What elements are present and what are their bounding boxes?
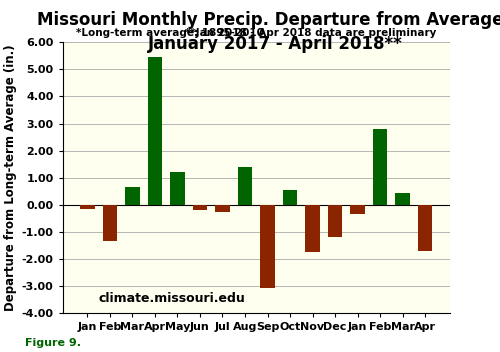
Bar (102, 205, 118, 241)
Bar (305, 205, 320, 252)
Text: **Jan 2018 - Apr 2018 data are preliminary: **Jan 2018 - Apr 2018 data are prelimina… (185, 28, 436, 38)
Bar (328, 205, 342, 237)
Bar (260, 205, 275, 288)
Bar (192, 205, 208, 210)
Bar (372, 129, 388, 205)
Bar (170, 172, 185, 205)
Bar (148, 57, 162, 205)
Text: Figure 9.: Figure 9. (25, 339, 81, 348)
Bar (418, 205, 432, 251)
Bar (80, 205, 94, 209)
Bar (238, 167, 252, 205)
Bar (125, 187, 140, 205)
Bar (395, 193, 410, 205)
Bar (215, 205, 230, 212)
Text: climate.missouri.edu: climate.missouri.edu (98, 292, 246, 305)
Text: Missouri Monthly Precip. Departure from Average*: Missouri Monthly Precip. Departure from … (38, 11, 500, 29)
Bar (350, 205, 365, 214)
Text: *Long-term average: 1895-2010: *Long-term average: 1895-2010 (76, 28, 264, 38)
Bar (282, 190, 298, 205)
Y-axis label: Departure from Long-term Average (in.): Departure from Long-term Average (in.) (4, 44, 18, 311)
Text: January 2017 - April 2018**: January 2017 - April 2018** (148, 35, 402, 53)
